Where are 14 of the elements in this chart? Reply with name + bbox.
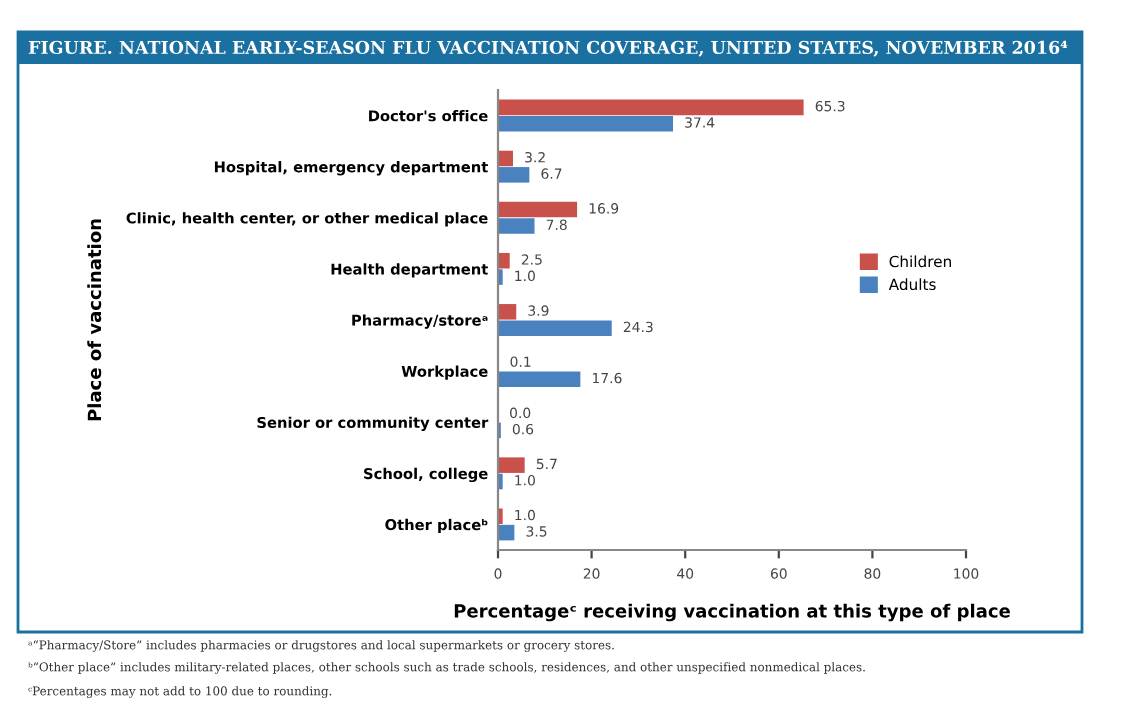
chart-title: FIGURE. NATIONAL EARLY-SEASON FLU VACCINATION COVERAGE, UNITED STATES, NOVEMBER 2016⁴ <box>28 40 1068 57</box>
bar <box>498 115 674 132</box>
bar <box>498 320 612 336</box>
y-axis-title: Place of vaccination <box>87 219 102 421</box>
x-axis-title: Percentageᶜ receiving vaccination at this type of place <box>454 603 1010 622</box>
bar <box>498 99 804 116</box>
bar <box>498 201 578 218</box>
bar <box>498 252 510 269</box>
bar <box>498 304 517 320</box>
bar <box>498 371 581 388</box>
bar <box>498 457 525 473</box>
bar <box>498 167 530 183</box>
bar <box>498 150 513 167</box>
bar <box>498 218 535 234</box>
